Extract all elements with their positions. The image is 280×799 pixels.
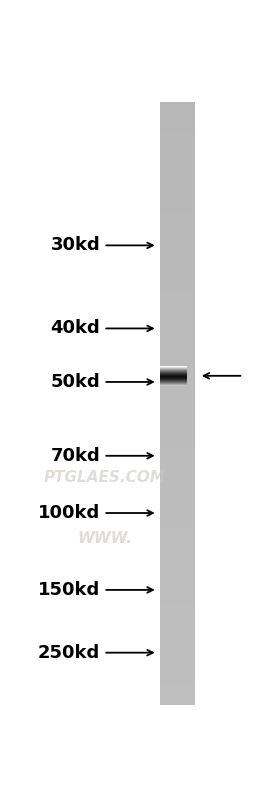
Text: 50kd: 50kd [50, 373, 100, 391]
Text: 250kd: 250kd [38, 644, 100, 662]
Text: PTGLAES.COM: PTGLAES.COM [43, 470, 165, 485]
Text: WWW.: WWW. [77, 531, 132, 547]
Text: 70kd: 70kd [50, 447, 100, 465]
Text: 40kd: 40kd [50, 320, 100, 337]
Text: 100kd: 100kd [38, 504, 100, 522]
Text: 30kd: 30kd [50, 237, 100, 254]
Text: 150kd: 150kd [38, 581, 100, 599]
